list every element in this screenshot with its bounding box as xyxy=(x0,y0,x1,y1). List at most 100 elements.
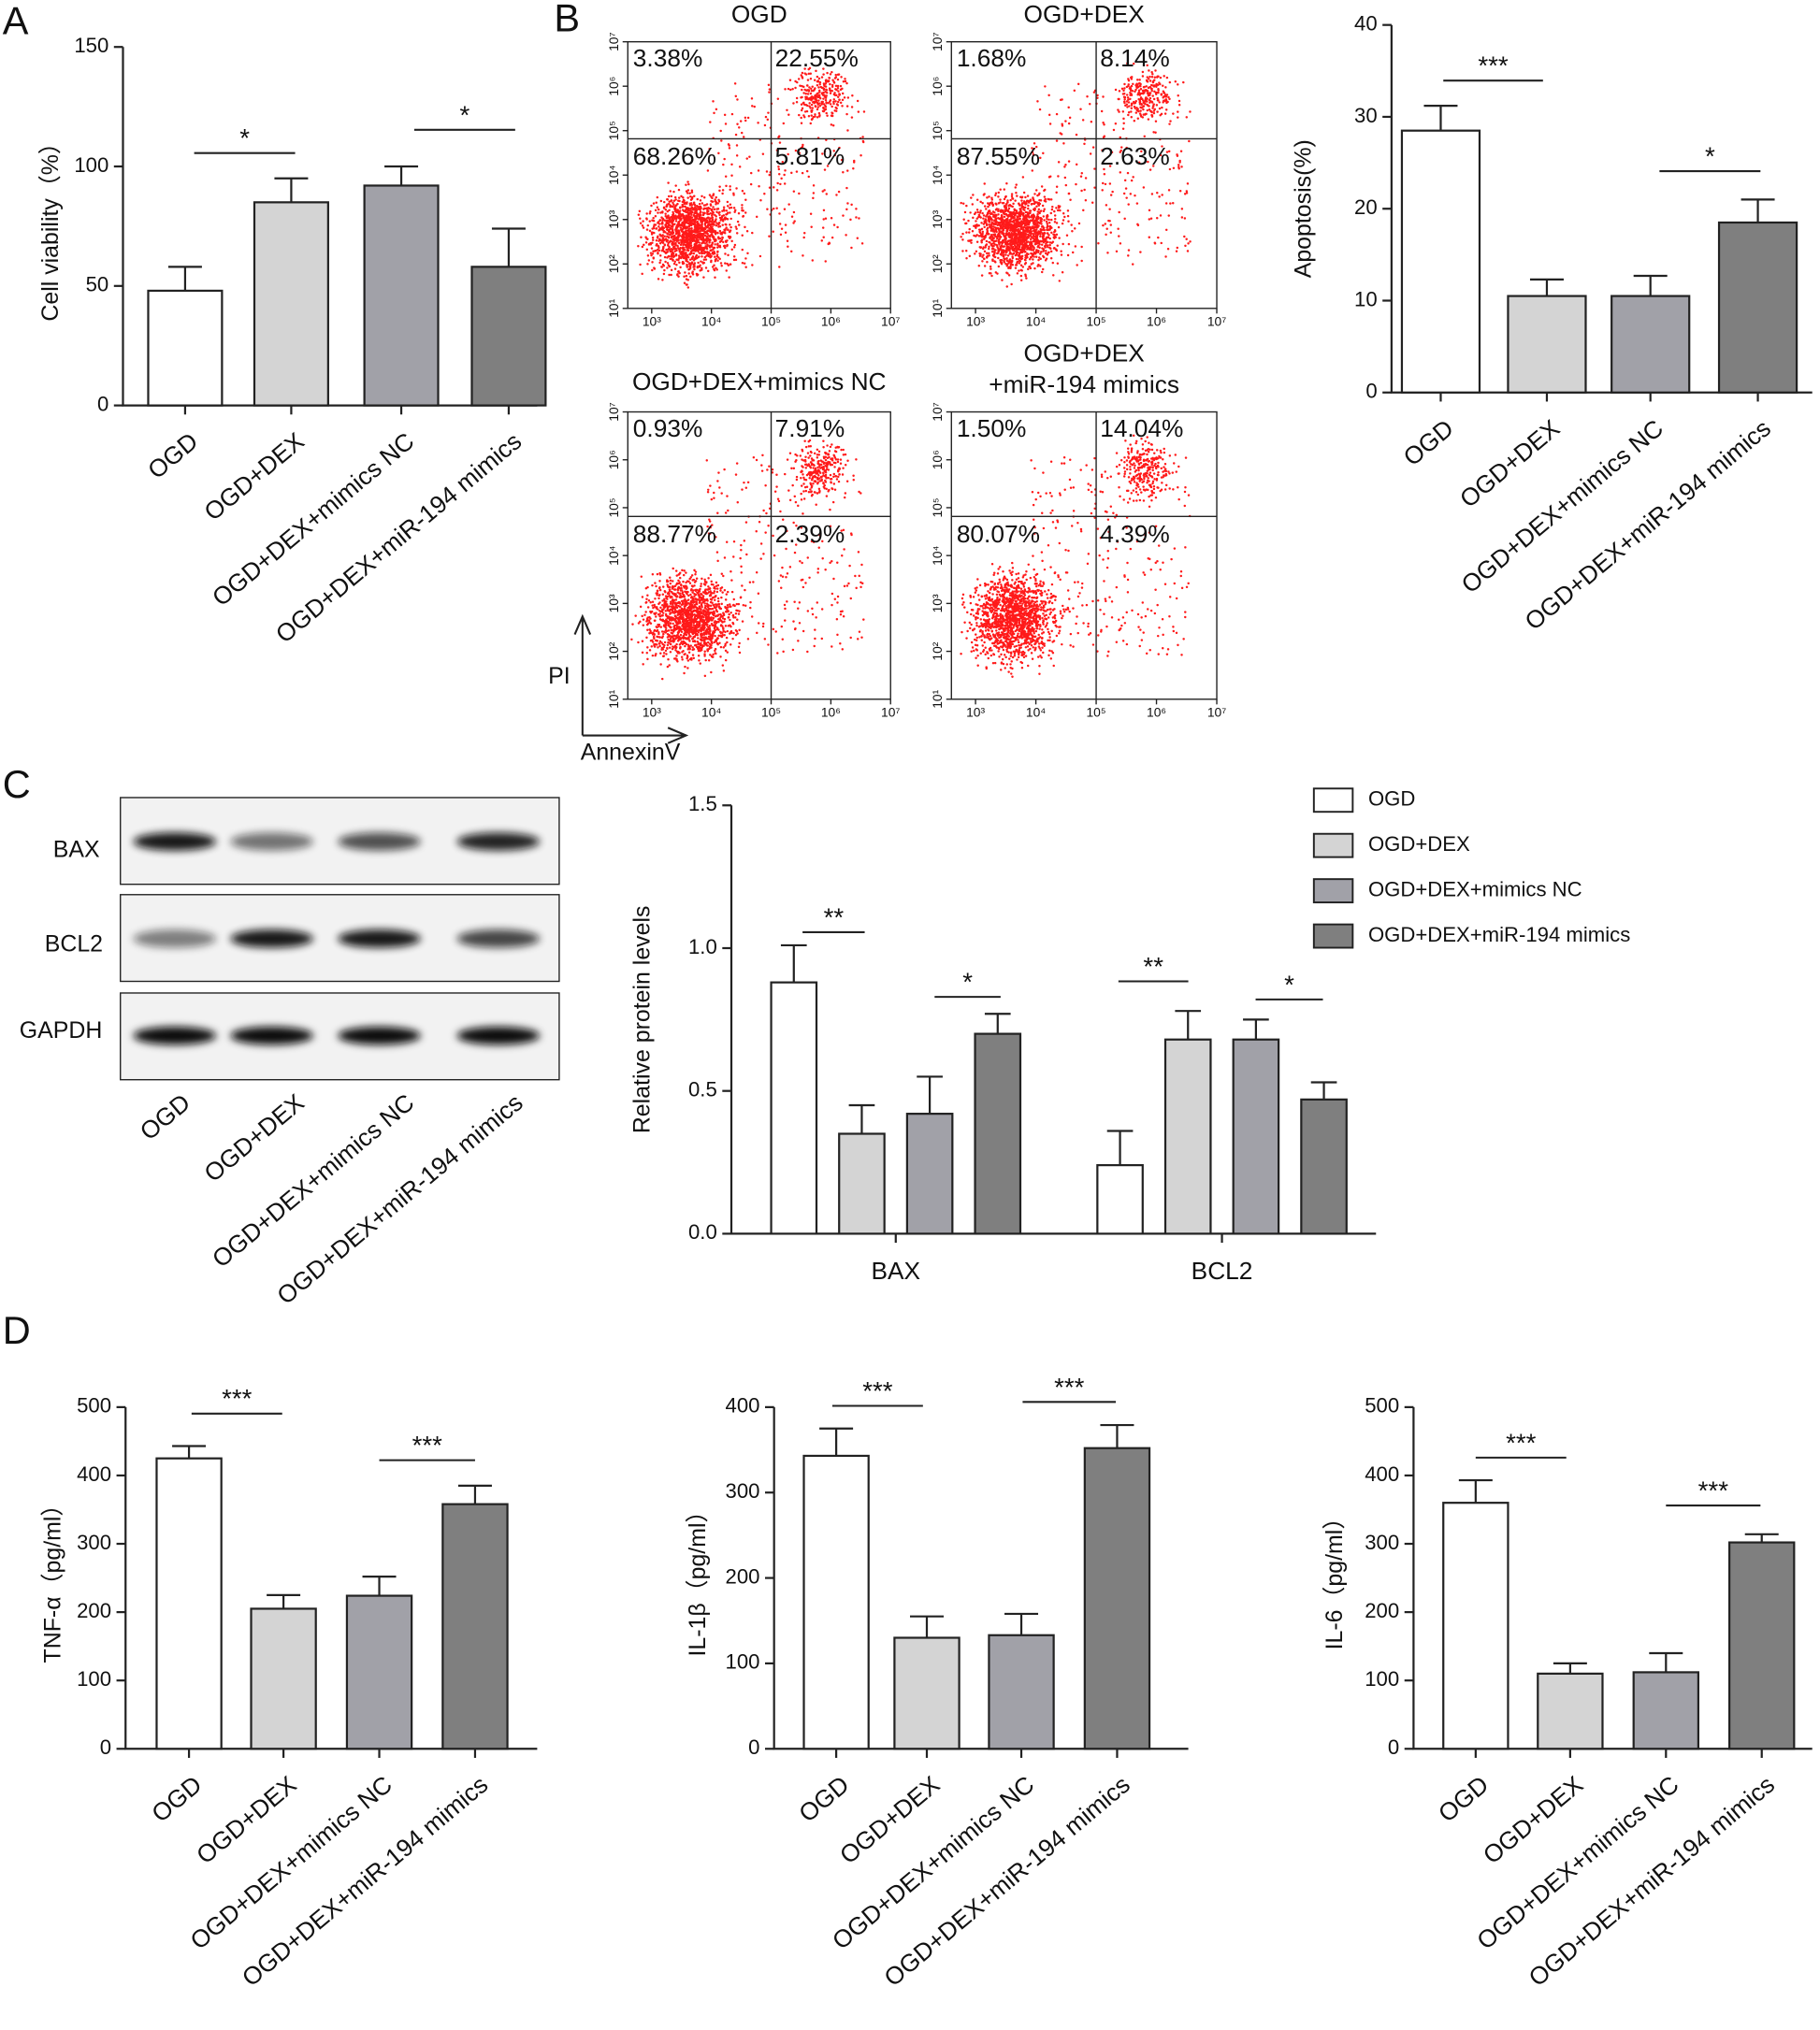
flow-dot xyxy=(762,153,764,155)
flow-dot xyxy=(642,220,643,222)
flow-dot xyxy=(692,223,694,225)
flow-dot xyxy=(986,232,988,234)
flow-dot xyxy=(1014,214,1016,216)
flow-dot xyxy=(832,124,834,126)
flow-dot xyxy=(690,227,692,229)
flow-dot xyxy=(645,241,647,243)
quadrant-label: 5.81% xyxy=(775,142,845,170)
flow-dot xyxy=(977,224,979,226)
flow-dot xyxy=(1142,108,1144,110)
flow-dot xyxy=(987,206,989,208)
flow-dot xyxy=(686,237,688,238)
flow-dot xyxy=(802,72,803,74)
flow-dot xyxy=(1015,266,1017,268)
flow-dot xyxy=(818,112,820,114)
flow-dot xyxy=(735,95,737,97)
flow-dot xyxy=(1177,247,1178,249)
flow-dot xyxy=(1123,102,1125,104)
flow-dot xyxy=(1007,205,1009,207)
flow-dot xyxy=(1156,192,1158,194)
flow-dot xyxy=(649,649,651,651)
y-tick-label: 10⁴ xyxy=(930,166,945,185)
flow-dot xyxy=(801,109,802,111)
flow-dot xyxy=(989,215,990,217)
flow-dot xyxy=(686,180,688,182)
flow-dot xyxy=(800,117,802,119)
flow-dot xyxy=(821,92,823,94)
flow-dot xyxy=(1156,104,1158,106)
flow-dot xyxy=(713,264,715,266)
flow-dot xyxy=(833,81,835,83)
flow-dot xyxy=(1053,247,1055,249)
flow-dot xyxy=(701,238,703,240)
flow-dot xyxy=(1105,223,1106,224)
flow-dot xyxy=(1081,172,1083,174)
flow-dot xyxy=(812,107,814,108)
flow-dot xyxy=(825,101,827,103)
flow-dot xyxy=(989,237,990,238)
panel-label: C xyxy=(3,762,31,806)
flow-dot xyxy=(858,217,859,219)
flow-dot xyxy=(661,222,663,223)
flow-dot xyxy=(723,232,725,234)
flow-dot xyxy=(692,250,694,252)
flow-dot xyxy=(1165,202,1167,204)
flow-dot xyxy=(661,279,663,281)
flow-dot xyxy=(1018,246,1020,248)
flow-dot xyxy=(701,252,703,254)
flow-dot xyxy=(1045,242,1047,244)
flow-dot xyxy=(660,266,662,267)
flow-dot xyxy=(689,644,691,646)
flow-dot xyxy=(1189,110,1191,112)
flow-dot xyxy=(1011,193,1013,194)
flow-dot xyxy=(1067,215,1069,217)
y-tick-label: 10⁶ xyxy=(930,77,945,96)
flow-dot xyxy=(690,209,692,211)
flow-dot xyxy=(1001,242,1003,244)
flow-dot xyxy=(751,264,753,266)
flow-dot xyxy=(1123,95,1125,97)
flow-dot xyxy=(672,244,673,246)
flow-dot xyxy=(1010,283,1012,285)
x-tick-label: 10³ xyxy=(643,314,661,329)
flow-dot xyxy=(701,220,702,222)
flow-dot xyxy=(1062,212,1064,214)
flow-dot xyxy=(790,251,792,252)
flow-dot xyxy=(796,101,798,103)
flow-dot xyxy=(657,278,659,280)
blot-row-label: BCL2 xyxy=(45,930,103,957)
flow-dot xyxy=(964,211,966,213)
flow-dot xyxy=(664,213,666,215)
flow-dot xyxy=(685,241,686,243)
flow-dot xyxy=(711,209,713,211)
flow-dot xyxy=(1008,233,1010,235)
flow-dot xyxy=(1163,92,1165,94)
flow-dot xyxy=(687,286,689,288)
flow-dot xyxy=(817,99,819,101)
flow-dot xyxy=(737,221,739,223)
flow-dot xyxy=(729,612,731,613)
flow-dot xyxy=(746,252,748,254)
flow-dot xyxy=(981,238,983,240)
flow-dot xyxy=(683,276,685,278)
flow-dot xyxy=(687,209,689,211)
flow-dot xyxy=(806,170,808,172)
flow-dot xyxy=(712,608,714,610)
flow-dot xyxy=(962,218,964,220)
flow-dot xyxy=(637,641,639,643)
flow-dot xyxy=(1013,221,1015,223)
flow-dot xyxy=(1150,88,1152,90)
flow-dot xyxy=(822,236,824,238)
flow-dot xyxy=(969,255,971,257)
flow-dot xyxy=(998,192,1000,194)
flow-dot xyxy=(1085,199,1087,201)
flow-dot xyxy=(1040,228,1042,230)
flow-dot xyxy=(1041,247,1043,249)
flow-dot xyxy=(1124,180,1126,181)
flow-dot xyxy=(825,99,827,101)
flow-dot xyxy=(769,174,771,176)
flow-dot xyxy=(981,212,983,214)
flow-dot xyxy=(1022,176,1024,178)
flow-dot xyxy=(1015,219,1017,221)
flow-dot xyxy=(691,191,693,193)
